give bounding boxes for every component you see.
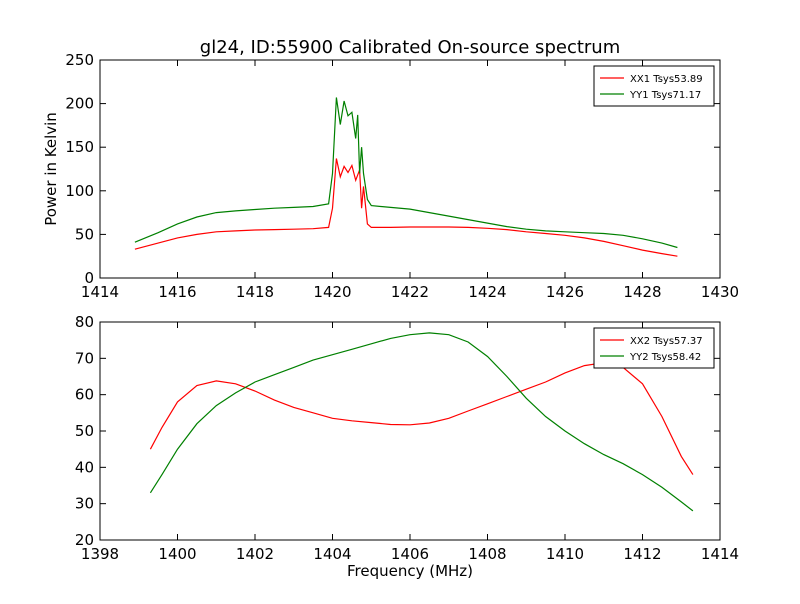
chart-title: gl24, ID:55900 Calibrated On-source spec… — [200, 37, 620, 58]
x-tick-label: 1420 — [313, 283, 351, 301]
series-line-1-1 — [134, 158, 678, 257]
y-tick-label: 30 — [75, 495, 94, 513]
x-tick-label: 1398 — [81, 545, 119, 563]
x-tick-label: 1428 — [623, 283, 661, 301]
series-line-2-2 — [149, 332, 694, 512]
x-tick-label: 1414 — [81, 283, 119, 301]
x-tick-label: 1406 — [391, 545, 429, 563]
y-tick-label: 0 — [84, 269, 94, 287]
x-tick-label: 1422 — [391, 283, 429, 301]
series-line-1-2 — [134, 97, 678, 249]
y-axis-label: Power in Kelvin — [42, 112, 60, 226]
x-axis-label: Frequency (MHz) — [347, 562, 473, 580]
legend-label: YY1 Tsys71.17 — [629, 90, 701, 101]
y-tick-label: 80 — [75, 313, 94, 331]
x-tick-label: 1410 — [546, 545, 584, 563]
x-tick-label: 1424 — [468, 283, 506, 301]
y-tick-label: 20 — [75, 531, 94, 549]
x-tick-label: 1426 — [546, 283, 584, 301]
x-tick-label: 1414 — [701, 545, 739, 563]
y-tick-label: 150 — [65, 138, 94, 156]
legend-2: XX2 Tsys57.37 YY2 Tsys58.42 — [593, 327, 715, 369]
x-tick-label: 1402 — [236, 545, 274, 563]
y-tick-label: 50 — [75, 225, 94, 243]
x-tick-label: 1400 — [158, 545, 196, 563]
x-tick-label: 1404 — [313, 545, 351, 563]
y-tick-label: 250 — [65, 51, 94, 69]
legend-1: XX1 Tsys53.89 YY1 Tsys71.17 — [593, 65, 715, 107]
legend-box — [593, 65, 715, 107]
y-tick-label: 200 — [65, 95, 94, 113]
x-tick-label: 1430 — [701, 283, 739, 301]
y-tick-label: 40 — [75, 458, 94, 476]
top-panel: 1414 1416 1418 1420 1422 1424 1426 1428 1430 0 50 1… — [65, 51, 739, 301]
legend-label: YY2 Tsys58.42 — [629, 352, 701, 363]
y-tick-label: 70 — [75, 349, 94, 367]
y-tick-label: 100 — [65, 182, 94, 200]
x-tick-label: 1408 — [468, 545, 506, 563]
y-tick-label: 50 — [75, 422, 94, 440]
legend-label: XX1 Tsys53.89 — [630, 74, 703, 85]
x-tick-label: 1416 — [158, 283, 196, 301]
bottom-panel: 1398 1400 1402 1404 1406 1408 1410 1412 1414 20 30… — [75, 313, 739, 563]
legend-box — [593, 327, 715, 369]
legend-label: XX2 Tsys57.37 — [630, 336, 703, 347]
x-tick-label: 1412 — [623, 545, 661, 563]
y-tick-label: 60 — [75, 386, 94, 404]
x-tick-label: 1418 — [236, 283, 274, 301]
